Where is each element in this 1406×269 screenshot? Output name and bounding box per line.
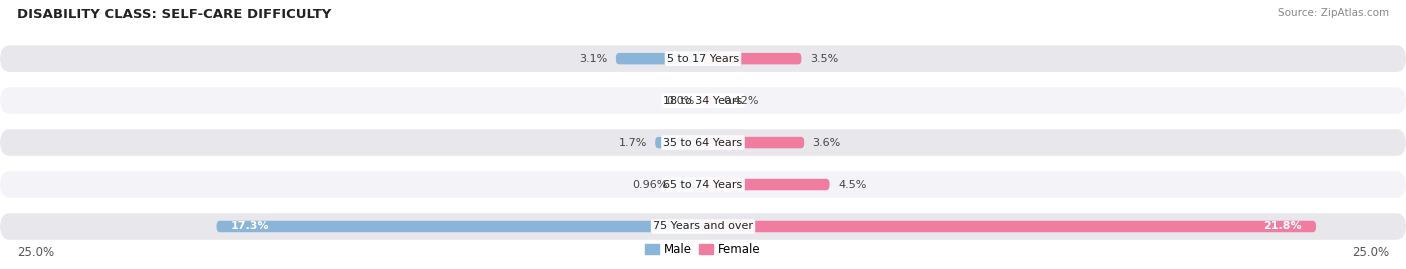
FancyBboxPatch shape [703, 221, 1316, 232]
Text: 0.42%: 0.42% [723, 95, 759, 106]
Text: 18 to 34 Years: 18 to 34 Years [664, 95, 742, 106]
Text: 1.7%: 1.7% [619, 137, 647, 148]
FancyBboxPatch shape [703, 137, 804, 148]
Text: 0.96%: 0.96% [633, 179, 668, 190]
FancyBboxPatch shape [0, 171, 1406, 198]
Text: 21.8%: 21.8% [1264, 221, 1302, 232]
FancyBboxPatch shape [703, 53, 801, 64]
Text: 3.5%: 3.5% [810, 54, 838, 64]
Text: 75 Years and over: 75 Years and over [652, 221, 754, 232]
Text: 3.1%: 3.1% [579, 54, 607, 64]
Text: 3.6%: 3.6% [813, 137, 841, 148]
Text: 25.0%: 25.0% [17, 246, 53, 259]
FancyBboxPatch shape [0, 213, 1406, 240]
Text: 4.5%: 4.5% [838, 179, 866, 190]
FancyBboxPatch shape [676, 179, 703, 190]
Text: 25.0%: 25.0% [1353, 246, 1389, 259]
Text: 0.0%: 0.0% [666, 95, 695, 106]
Text: 35 to 64 Years: 35 to 64 Years [664, 137, 742, 148]
FancyBboxPatch shape [655, 137, 703, 148]
FancyBboxPatch shape [0, 129, 1406, 156]
Text: 65 to 74 Years: 65 to 74 Years [664, 179, 742, 190]
Legend: Male, Female: Male, Female [641, 238, 765, 260]
FancyBboxPatch shape [703, 179, 830, 190]
FancyBboxPatch shape [616, 53, 703, 64]
Text: Source: ZipAtlas.com: Source: ZipAtlas.com [1278, 8, 1389, 18]
FancyBboxPatch shape [703, 95, 714, 106]
Text: 17.3%: 17.3% [231, 221, 269, 232]
Text: 5 to 17 Years: 5 to 17 Years [666, 54, 740, 64]
FancyBboxPatch shape [0, 87, 1406, 114]
FancyBboxPatch shape [217, 221, 703, 232]
FancyBboxPatch shape [0, 45, 1406, 72]
Text: DISABILITY CLASS: SELF-CARE DIFFICULTY: DISABILITY CLASS: SELF-CARE DIFFICULTY [17, 8, 332, 21]
